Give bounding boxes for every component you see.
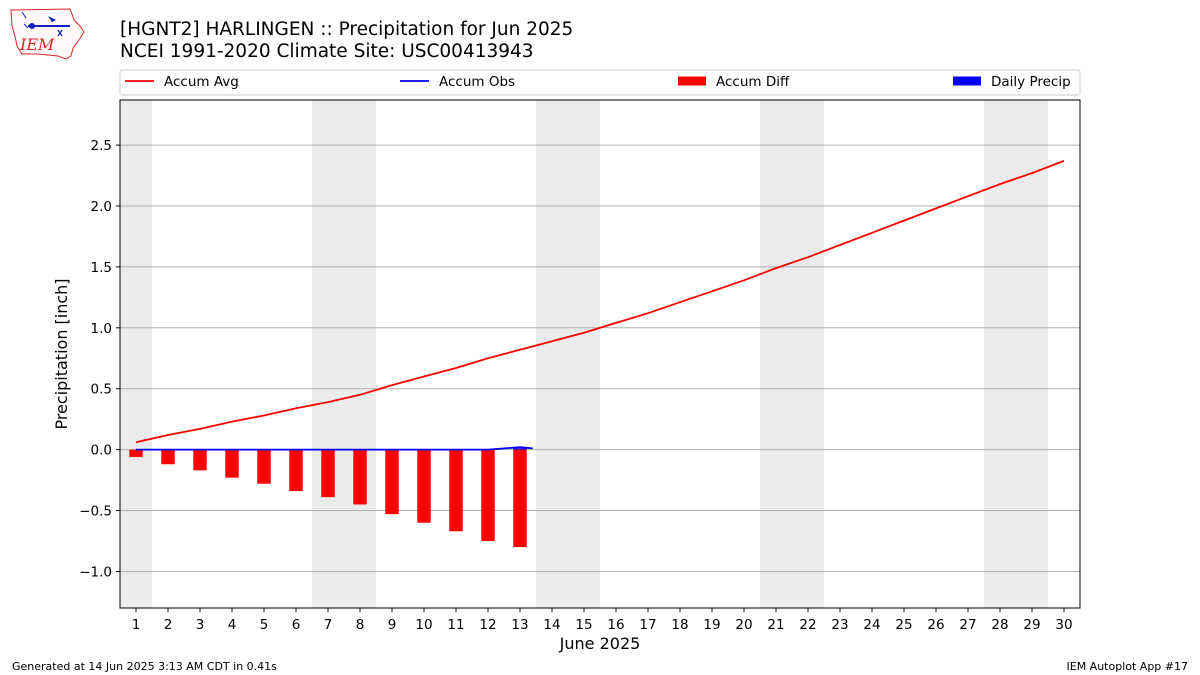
- legend-label-accum-diff: Accum Diff: [716, 74, 790, 90]
- x-tick-label-29: 30: [1055, 617, 1072, 633]
- legend-swatch-daily-precip: [953, 76, 981, 86]
- x-tick-label-5: 6: [292, 617, 301, 633]
- x-tick-label-6: 7: [324, 617, 333, 633]
- y-tick-label-1: −0.5: [79, 504, 112, 520]
- x-tick-label-22: 23: [831, 617, 848, 633]
- weekend-band-2: [536, 100, 600, 608]
- bar-accum-diff-10: [417, 449, 431, 523]
- line-accum-obs: [136, 446, 533, 451]
- line-accum-avg: [135, 160, 1065, 444]
- x-tick-label-7: 8: [356, 617, 365, 633]
- x-tick-label-12: 13: [511, 617, 528, 633]
- x-tick-label-21: 22: [799, 617, 816, 633]
- iem-logo: IEM: [10, 8, 85, 60]
- legend-box: [119, 69, 1081, 96]
- bar-daily-precip-13: [513, 448, 527, 450]
- x-tick-label-3: 4: [228, 617, 237, 633]
- bar-accum-diff-1: [129, 449, 143, 457]
- bar-accum-diff-5: [257, 449, 271, 484]
- bar-accum-diff-2: [161, 449, 175, 465]
- x-tick-label-24: 25: [895, 617, 912, 633]
- x-tick-label-4: 5: [260, 617, 269, 633]
- bar-accum-diff-9: [385, 449, 399, 515]
- plot-frame: [119, 99, 1081, 609]
- y-tick-label-6: 2.0: [91, 199, 112, 215]
- x-tick-label-23: 24: [863, 617, 880, 633]
- x-tick-label-27: 28: [991, 617, 1008, 633]
- x-tick-label-13: 14: [543, 617, 560, 633]
- x-tick-label-28: 29: [1023, 617, 1040, 633]
- weekend-band-0: [120, 100, 152, 608]
- x-tick-label-26: 27: [959, 617, 976, 633]
- weekend-band-3: [760, 100, 824, 608]
- bar-accum-diff-13: [513, 449, 527, 548]
- weekend-band-4: [984, 100, 1048, 608]
- weekend-band-1: [312, 100, 376, 608]
- x-tick-label-10: 11: [447, 617, 464, 633]
- bar-accum-diff-8: [353, 449, 367, 505]
- x-tick-label-14: 15: [575, 617, 592, 633]
- chart-subtitle: NCEI 1991-2020 Climate Site: USC00413943: [120, 41, 534, 62]
- x-tick-label-1: 2: [164, 617, 173, 633]
- y-tick-label-4: 1.0: [91, 321, 112, 337]
- legend-label-accum-avg: Accum Avg: [164, 74, 239, 90]
- y-tick-label-5: 1.5: [91, 260, 112, 276]
- footer-app-id: IEM Autoplot App #17: [1067, 660, 1189, 673]
- x-tick-label-20: 21: [767, 617, 784, 633]
- x-axis-label: June 2025: [559, 634, 641, 653]
- x-tick-label-15: 16: [607, 617, 624, 633]
- footer-generated-text: Generated at 14 Jun 2025 3:13 AM CDT in …: [12, 660, 277, 673]
- x-tick-label-8: 9: [388, 617, 397, 633]
- logo-text: IEM: [19, 35, 55, 54]
- y-tick-label-3: 0.5: [91, 382, 112, 398]
- y-tick-label-0: −1.0: [79, 564, 112, 580]
- x-tick-label-9: 10: [415, 617, 432, 633]
- bar-accum-diff-7: [321, 449, 335, 498]
- y-axis-label: Precipitation [inch]: [52, 278, 71, 429]
- bar-accum-diff-6: [289, 449, 303, 492]
- x-tick-label-0: 1: [132, 617, 141, 633]
- chart-title: [HGNT2] HARLINGEN :: Precipitation for J…: [120, 19, 573, 40]
- y-tick-label-7: 2.5: [91, 138, 112, 154]
- bar-accum-diff-4: [225, 449, 239, 478]
- legend-label-daily-precip: Daily Precip: [991, 74, 1071, 90]
- x-tick-label-17: 18: [671, 617, 688, 633]
- y-tick-label-2: 0.0: [91, 443, 112, 459]
- x-tick-label-11: 12: [479, 617, 496, 633]
- legend-label-accum-obs: Accum Obs: [439, 74, 515, 90]
- x-tick-label-2: 3: [196, 617, 205, 633]
- legend-swatch-accum-diff: [678, 76, 706, 86]
- bar-accum-diff-12: [481, 449, 495, 541]
- bar-accum-diff-3: [193, 449, 207, 471]
- bar-accum-diff-11: [449, 449, 463, 532]
- x-tick-label-18: 19: [703, 617, 720, 633]
- x-tick-label-25: 26: [927, 617, 944, 633]
- x-tick-label-19: 20: [735, 617, 752, 633]
- x-tick-label-16: 17: [639, 617, 656, 633]
